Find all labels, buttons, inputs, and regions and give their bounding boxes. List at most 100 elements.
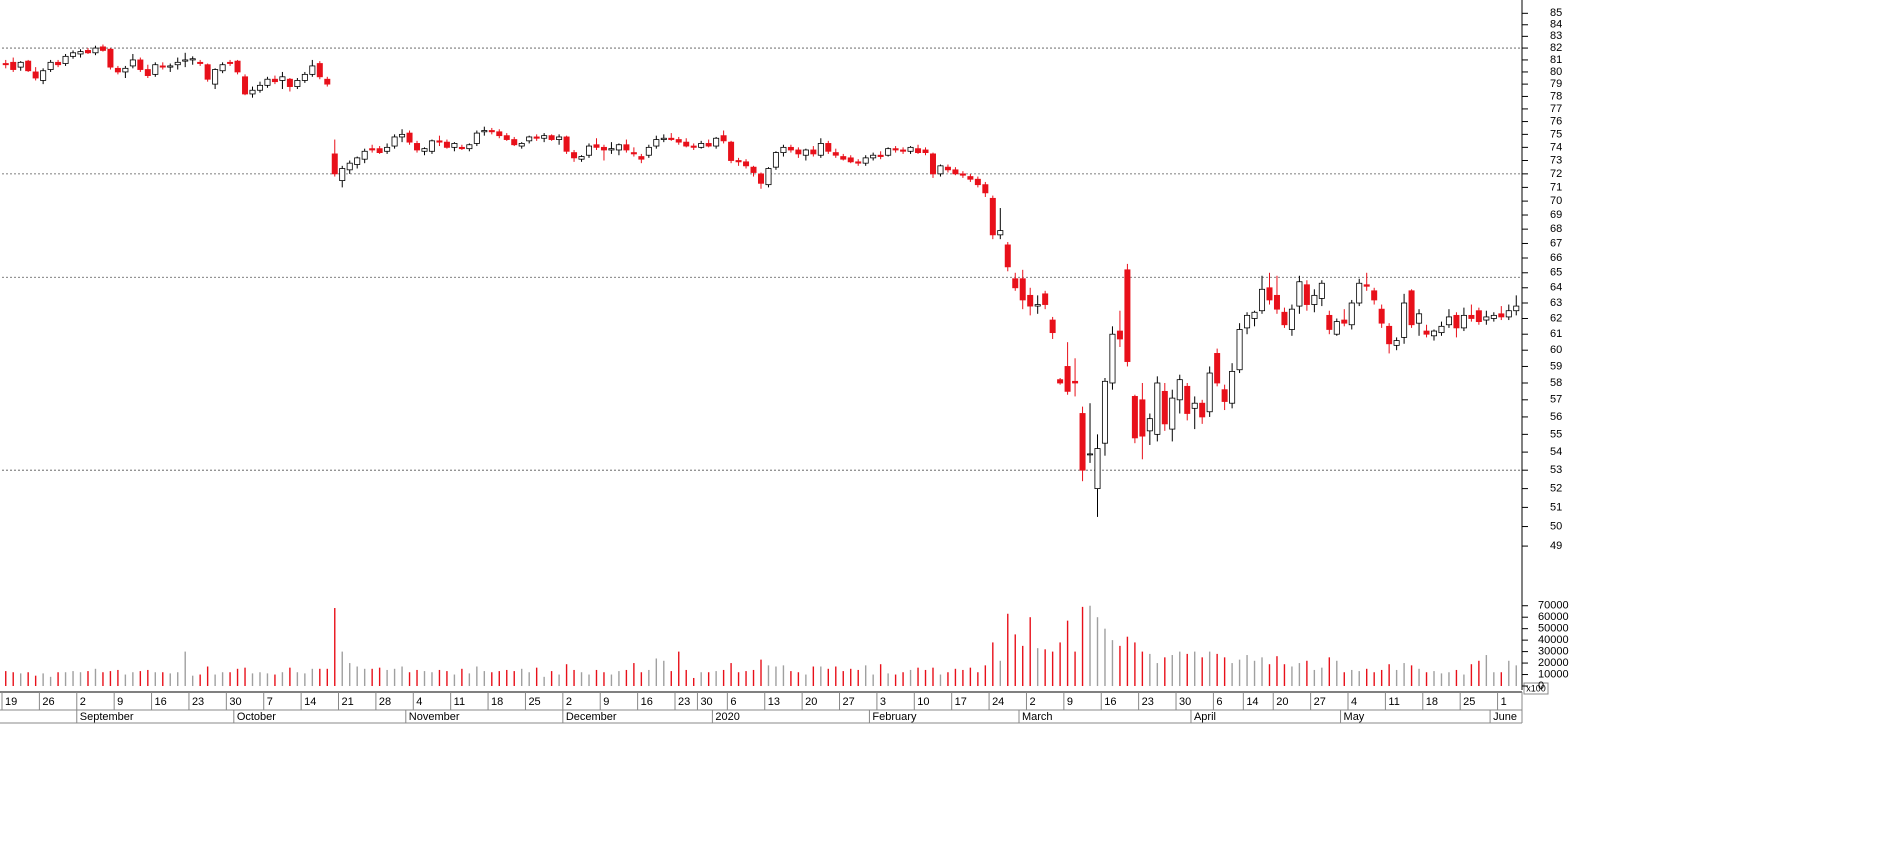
- volume-y-tick-label: 30000: [1538, 646, 1569, 658]
- y-tick-label: 50: [1550, 520, 1562, 532]
- candle-body: [907, 146, 914, 152]
- candle-body: [713, 137, 720, 147]
- candle-body: [1057, 379, 1064, 384]
- candle-body: [645, 146, 652, 156]
- y-tick-label: 65: [1550, 267, 1562, 279]
- candle-body: [683, 141, 690, 147]
- y-tick-label: 62: [1550, 312, 1562, 324]
- volume-bar: [132, 672, 134, 686]
- candle-body: [369, 148, 376, 151]
- candle-body: [189, 58, 196, 61]
- volume-bar: [909, 669, 912, 686]
- volume-bar: [1328, 657, 1331, 686]
- x-tick-label: 28: [379, 696, 391, 708]
- volume-bar: [1164, 657, 1166, 686]
- volume-bar: [1373, 672, 1375, 686]
- candle-body: [1034, 304, 1041, 307]
- candle-body: [309, 65, 316, 75]
- candle-body: [227, 61, 234, 64]
- volume-bar: [999, 660, 1001, 686]
- volume-bar: [1336, 660, 1338, 686]
- y-tick-label: 55: [1550, 428, 1562, 440]
- y-tick-label: 77: [1550, 103, 1562, 115]
- x-tick-label: 11: [454, 696, 465, 708]
- volume-bar: [887, 673, 889, 686]
- y-tick-label: 74: [1550, 141, 1562, 153]
- candle-body: [660, 137, 667, 140]
- volume-bar: [117, 669, 119, 686]
- candle-body: [1333, 321, 1340, 335]
- x-tick-label: 16: [155, 696, 167, 708]
- candle-body: [32, 71, 39, 79]
- volume-bar: [363, 668, 366, 686]
- volume-bar: [633, 663, 635, 686]
- candle-body: [1416, 313, 1423, 324]
- volume-bar: [917, 667, 919, 686]
- candle-body: [77, 51, 84, 55]
- volume-bar: [610, 674, 613, 686]
- y-tick-label: 83: [1550, 30, 1562, 42]
- candle-body: [1288, 308, 1295, 330]
- candle-body: [1251, 311, 1258, 319]
- candle-body: [1154, 382, 1161, 435]
- candle-body: [1072, 380, 1079, 384]
- volume-bar: [221, 672, 224, 686]
- candle-body: [847, 157, 854, 163]
- volume-bar: [64, 672, 67, 686]
- volume-bar: [715, 671, 717, 686]
- x-tick-label: 30: [700, 696, 712, 708]
- volume-bar: [879, 664, 882, 686]
- month-label: February: [872, 711, 917, 723]
- volume-bar: [528, 672, 530, 686]
- volume-bar: [1268, 664, 1271, 686]
- candle-body: [1423, 330, 1430, 335]
- volume-bar: [1283, 664, 1286, 686]
- month-label: April: [1194, 711, 1216, 723]
- candle-body: [862, 157, 869, 164]
- candle-body: [174, 61, 181, 66]
- volume-bar: [872, 674, 874, 686]
- volume-bar: [1014, 634, 1016, 686]
- x-tick-label: 2: [80, 696, 86, 708]
- candle-body: [1004, 244, 1011, 268]
- candle-body: [780, 146, 787, 153]
- volume-bar: [236, 668, 239, 686]
- candle-body: [608, 148, 615, 151]
- volume-bar: [184, 651, 186, 686]
- volume-bar: [760, 659, 762, 686]
- candle-body: [324, 78, 331, 85]
- candle-body: [915, 148, 922, 153]
- volume-bar: [154, 672, 156, 686]
- candle-body: [825, 143, 832, 152]
- volume-bar: [304, 673, 306, 686]
- x-tick-label: 2: [566, 696, 572, 708]
- volume-bar: [1238, 659, 1241, 686]
- volume-bar: [1119, 645, 1121, 686]
- candle-body: [256, 84, 263, 91]
- volume-bar: [1440, 673, 1443, 686]
- x-tick-label: 13: [768, 696, 780, 708]
- volume-bar: [535, 667, 538, 686]
- x-tick-label: 25: [1463, 696, 1475, 708]
- volume-bar: [438, 669, 441, 686]
- y-tick-label: 78: [1550, 90, 1562, 102]
- volume-bar: [580, 672, 583, 686]
- candle-body: [152, 64, 159, 75]
- candle-body: [40, 70, 47, 81]
- volume-bar: [124, 674, 127, 686]
- candle-body: [1087, 453, 1094, 456]
- candle-body: [264, 78, 271, 86]
- volume-bar: [483, 671, 486, 686]
- x-tick-label: 27: [1314, 696, 1326, 708]
- candle-body: [70, 52, 77, 57]
- volume-bar: [797, 672, 800, 686]
- volume-bar: [977, 672, 979, 686]
- candle-body: [55, 61, 62, 66]
- volume-bar: [57, 672, 59, 686]
- candle-body: [855, 161, 862, 164]
- candle-body: [1101, 380, 1108, 444]
- candle-body: [286, 78, 293, 87]
- candle-body: [630, 152, 637, 155]
- month-label: March: [1022, 711, 1053, 723]
